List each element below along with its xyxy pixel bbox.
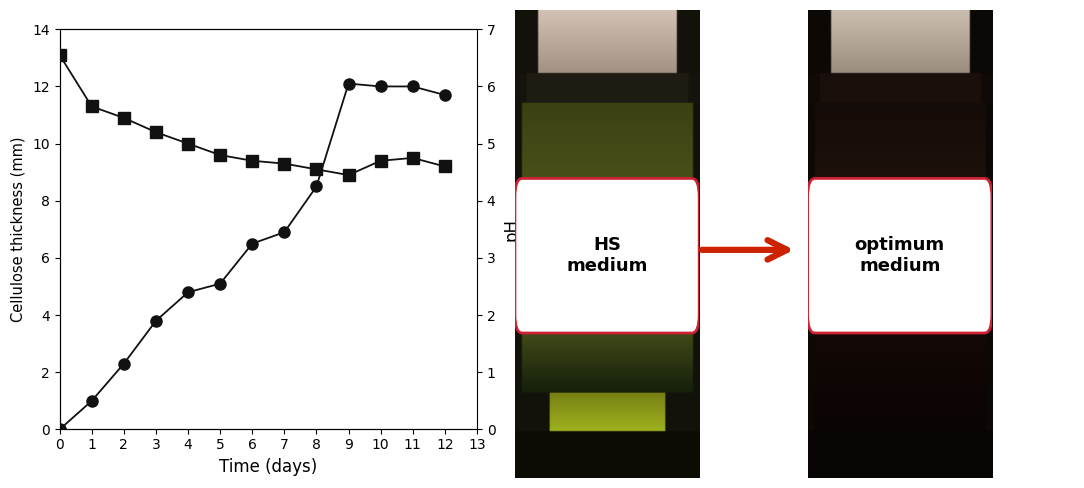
Text: HS
medium: HS medium	[566, 236, 648, 275]
X-axis label: Time (days): Time (days)	[219, 458, 318, 476]
FancyBboxPatch shape	[515, 179, 699, 333]
Text: optimum
medium: optimum medium	[854, 236, 945, 275]
FancyBboxPatch shape	[808, 179, 992, 333]
Y-axis label: Cellulose thickness (mm): Cellulose thickness (mm)	[11, 137, 25, 322]
Y-axis label: pH: pH	[503, 218, 520, 241]
